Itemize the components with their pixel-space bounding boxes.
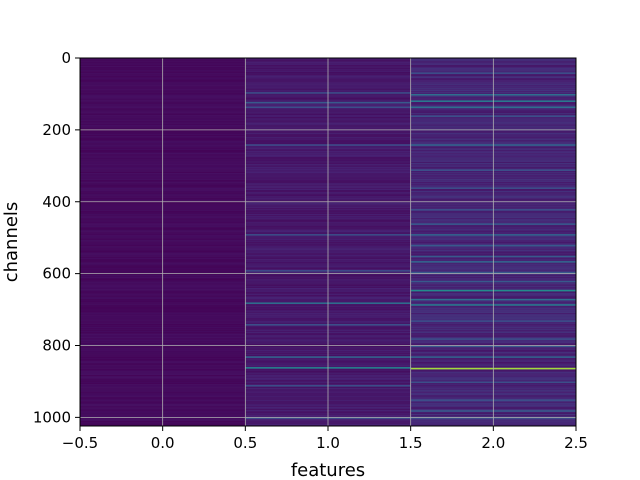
x-tick-label: −0.5 [62, 434, 98, 452]
y-axis-label: channels [1, 202, 22, 283]
y-tick-label: 1000 [33, 408, 71, 426]
x-tick-label: 1.0 [316, 434, 340, 452]
x-tick-label: 0.0 [151, 434, 175, 452]
plot-area [79, 57, 577, 427]
x-tick-label: 2.0 [481, 434, 505, 452]
y-tick-label: 600 [42, 265, 71, 283]
x-axis-ticks: −0.5 0.0 0.5 1.0 1.5 2.0 2.5 [62, 426, 588, 452]
y-tick-label: 200 [42, 121, 71, 139]
x-tick-label: 2.5 [564, 434, 588, 452]
y-tick-label: 0 [61, 49, 71, 67]
y-axis-ticks: 0 200 400 600 800 1000 [33, 49, 80, 426]
y-tick-label: 400 [42, 193, 71, 211]
x-tick-label: 1.5 [399, 434, 423, 452]
x-tick-label: 0.5 [233, 434, 257, 452]
x-axis-label: features [291, 460, 365, 480]
y-tick-label: 800 [42, 337, 71, 355]
